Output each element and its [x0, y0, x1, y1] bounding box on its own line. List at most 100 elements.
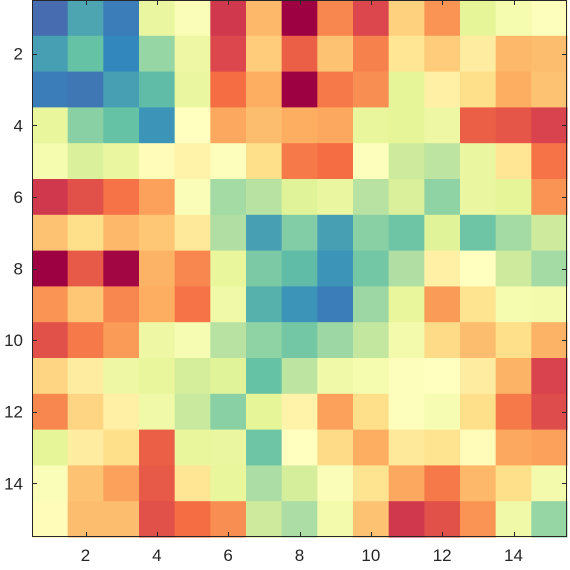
- y-tick-label: 6: [14, 188, 23, 207]
- heatmap-cell: [32, 429, 69, 466]
- heatmap-cell: [460, 286, 497, 323]
- heatmap-cell: [460, 393, 497, 431]
- heatmap-cell: [210, 286, 247, 323]
- heatmap-cell: [246, 107, 283, 144]
- heatmap-cell: [139, 179, 176, 216]
- heatmap-cell: [67, 429, 104, 466]
- heatmap-cell: [281, 179, 318, 216]
- heatmap-cell: [495, 143, 532, 180]
- heatmap-cell: [174, 429, 211, 466]
- x-axis: 2 4 6 8 10 12 14: [81, 546, 523, 565]
- heatmap-cell: [32, 107, 69, 144]
- heatmap-cell: [103, 179, 140, 216]
- heatmap-cell: [460, 429, 497, 466]
- heatmap-cell: [495, 107, 532, 144]
- heatmap-cell: [210, 107, 247, 144]
- heatmap-cell: [424, 465, 461, 502]
- heatmap-cell: [281, 286, 318, 323]
- heatmap-cell: [139, 322, 176, 359]
- heatmap-cell: [388, 143, 425, 180]
- heatmap-cell: [531, 143, 568, 180]
- heatmap-cell: [210, 179, 247, 216]
- heatmap-cell: [317, 179, 354, 216]
- heatmap-cell: [495, 71, 532, 108]
- heatmap-cell: [174, 286, 211, 323]
- heatmap-cell: [174, 179, 211, 216]
- heatmap-cell: [388, 71, 425, 108]
- heatmap-cell: [210, 143, 247, 180]
- heatmap-cell: [174, 465, 211, 502]
- heatmap-cell: [531, 107, 568, 144]
- heatmap-cell: [317, 429, 354, 466]
- heatmap-cell: [424, 358, 461, 395]
- heatmap-cell: [32, 322, 69, 359]
- heatmap-cell: [281, 0, 318, 37]
- heatmap-cell: [32, 286, 69, 323]
- heatmap-cell: [139, 286, 176, 323]
- heatmap-cell: [139, 143, 176, 180]
- heatmap-cell: [353, 179, 390, 216]
- heatmap-cell: [139, 35, 176, 73]
- heatmap-cell: [460, 71, 497, 108]
- heatmap-cell: [531, 0, 568, 37]
- heatmap-cell: [246, 214, 283, 252]
- heatmap-cell: [495, 393, 532, 431]
- heatmap-cell: [174, 107, 211, 144]
- heatmap-cell: [139, 465, 176, 502]
- heatmap-cell: [246, 465, 283, 502]
- heatmap-cell: [281, 429, 318, 466]
- x-tick-label: 8: [295, 546, 304, 565]
- heatmap-cell: [210, 35, 247, 73]
- heatmap-cell: [460, 107, 497, 144]
- heatmap-cell: [353, 322, 390, 359]
- heatmap-cell: [246, 286, 283, 323]
- heatmap-cell: [246, 501, 283, 538]
- heatmap-cell: [531, 179, 568, 216]
- heatmap-cell: [103, 71, 140, 108]
- heatmap-cell: [317, 214, 354, 252]
- heatmap-cell: [210, 250, 247, 287]
- heatmap-cell: [139, 358, 176, 395]
- heatmap-cell: [531, 250, 568, 287]
- heatmap-cell: [495, 429, 532, 466]
- heatmap-cell: [210, 214, 247, 252]
- heatmap-cell: [103, 358, 140, 395]
- heatmap-cell: [246, 35, 283, 73]
- heatmap-cell: [210, 322, 247, 359]
- heatmap-cell: [495, 214, 532, 252]
- heatmap-cell: [317, 71, 354, 108]
- heatmap-cell: [246, 71, 283, 108]
- heatmap-cell: [139, 393, 176, 431]
- heatmap-cell: [281, 358, 318, 395]
- heatmap-cell: [460, 250, 497, 287]
- heatmap-cell: [317, 35, 354, 73]
- heatmap-cell: [174, 214, 211, 252]
- heatmap-cell: [353, 429, 390, 466]
- heatmap-cell: [103, 214, 140, 252]
- heatmap-cell: [67, 322, 104, 359]
- heatmap-cell: [32, 501, 69, 538]
- heatmap-cell: [103, 393, 140, 431]
- heatmap-cell: [67, 358, 104, 395]
- heatmap-cell: [424, 214, 461, 252]
- heatmap-cell: [246, 250, 283, 287]
- heatmap-cell: [139, 107, 176, 144]
- heatmap-cell: [353, 358, 390, 395]
- heatmap-cell: [103, 429, 140, 466]
- heatmap-cell: [495, 322, 532, 359]
- x-tick-label: 12: [433, 546, 452, 565]
- y-tick-label: 14: [4, 474, 23, 493]
- heatmap-cell: [531, 465, 568, 502]
- heatmap-cell: [460, 358, 497, 395]
- heatmap-cell: [353, 0, 390, 37]
- heatmap-cell: [460, 179, 497, 216]
- heatmap-cell: [281, 465, 318, 502]
- y-tick-label: 10: [4, 331, 23, 350]
- heatmap-cell: [317, 322, 354, 359]
- heatmap-cell: [388, 35, 425, 73]
- heatmap-cell: [103, 286, 140, 323]
- heatmap-cell: [388, 429, 425, 466]
- heatmap-cell: [246, 358, 283, 395]
- heatmap-cell: [67, 71, 104, 108]
- x-tick-label: 14: [504, 546, 523, 565]
